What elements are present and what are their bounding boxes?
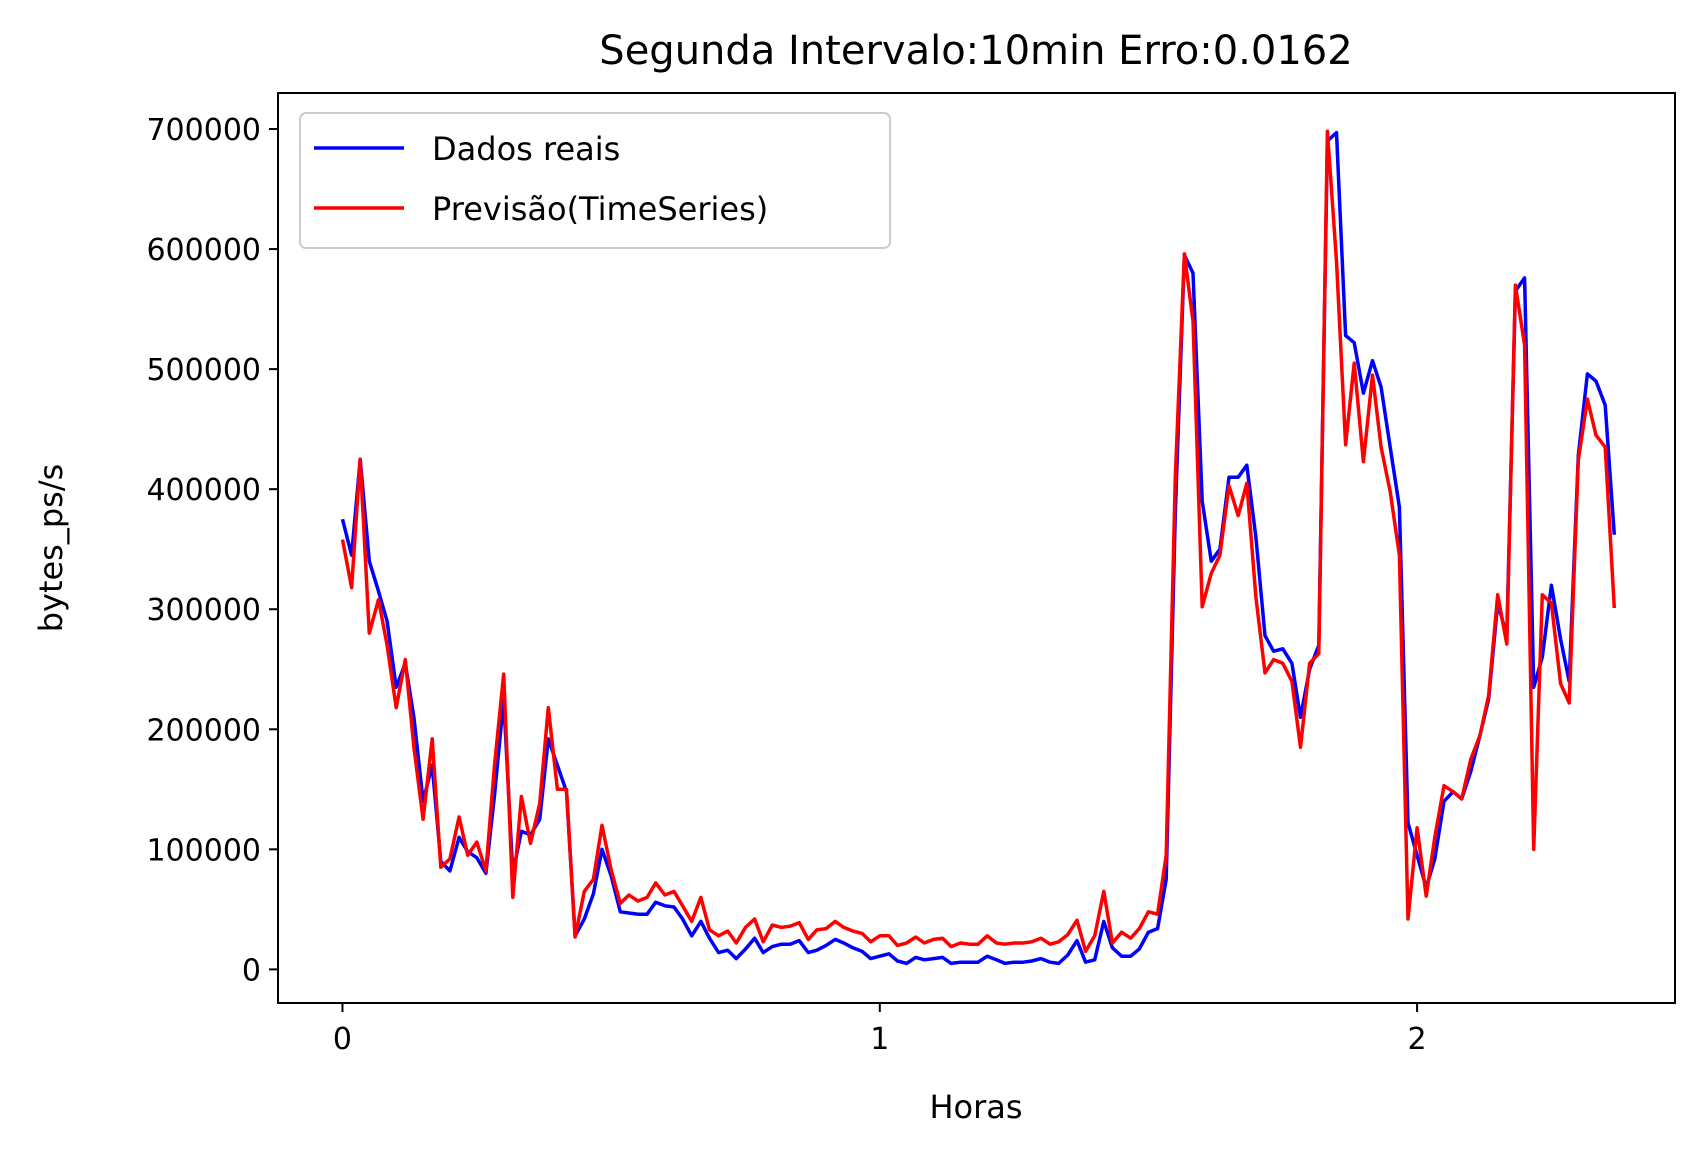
chart-title: Segunda Intervalo:10min Erro:0.0162 bbox=[599, 28, 1352, 74]
y-tick-label: 200000 bbox=[146, 713, 261, 748]
series-line-1 bbox=[340, 129, 1617, 954]
y-tick-label: 300000 bbox=[146, 593, 261, 628]
legend-label-previsao: Previsão(TimeSeries) bbox=[432, 190, 768, 228]
y-axis: 0 100000 200000 300000 400000 500000 600000 700… bbox=[146, 113, 278, 988]
y-tick-label: 600000 bbox=[146, 233, 261, 268]
y-tick-label: 0 bbox=[242, 953, 261, 988]
x-axis-label: Horas bbox=[929, 1088, 1022, 1126]
y-tick-label: 100000 bbox=[146, 833, 261, 868]
x-tick-label: 1 bbox=[870, 1022, 889, 1057]
legend-box bbox=[299, 112, 891, 249]
x-tick-label: 2 bbox=[1408, 1022, 1427, 1057]
plot-frame bbox=[277, 92, 1676, 1004]
y-tick-label: 500000 bbox=[146, 353, 261, 388]
y-tick-label: 400000 bbox=[146, 473, 261, 508]
legend-label-dados-reais: Dados reais bbox=[432, 130, 620, 168]
x-tick-label: 0 bbox=[333, 1022, 352, 1057]
x-axis: 0 1 2 bbox=[333, 1003, 1427, 1057]
series-layer bbox=[340, 129, 1617, 966]
legend: Dados reais Previsão(TimeSeries) bbox=[299, 112, 891, 249]
y-axis-label: bytes_ps/s bbox=[32, 464, 70, 633]
y-tick-label: 700000 bbox=[146, 113, 261, 148]
